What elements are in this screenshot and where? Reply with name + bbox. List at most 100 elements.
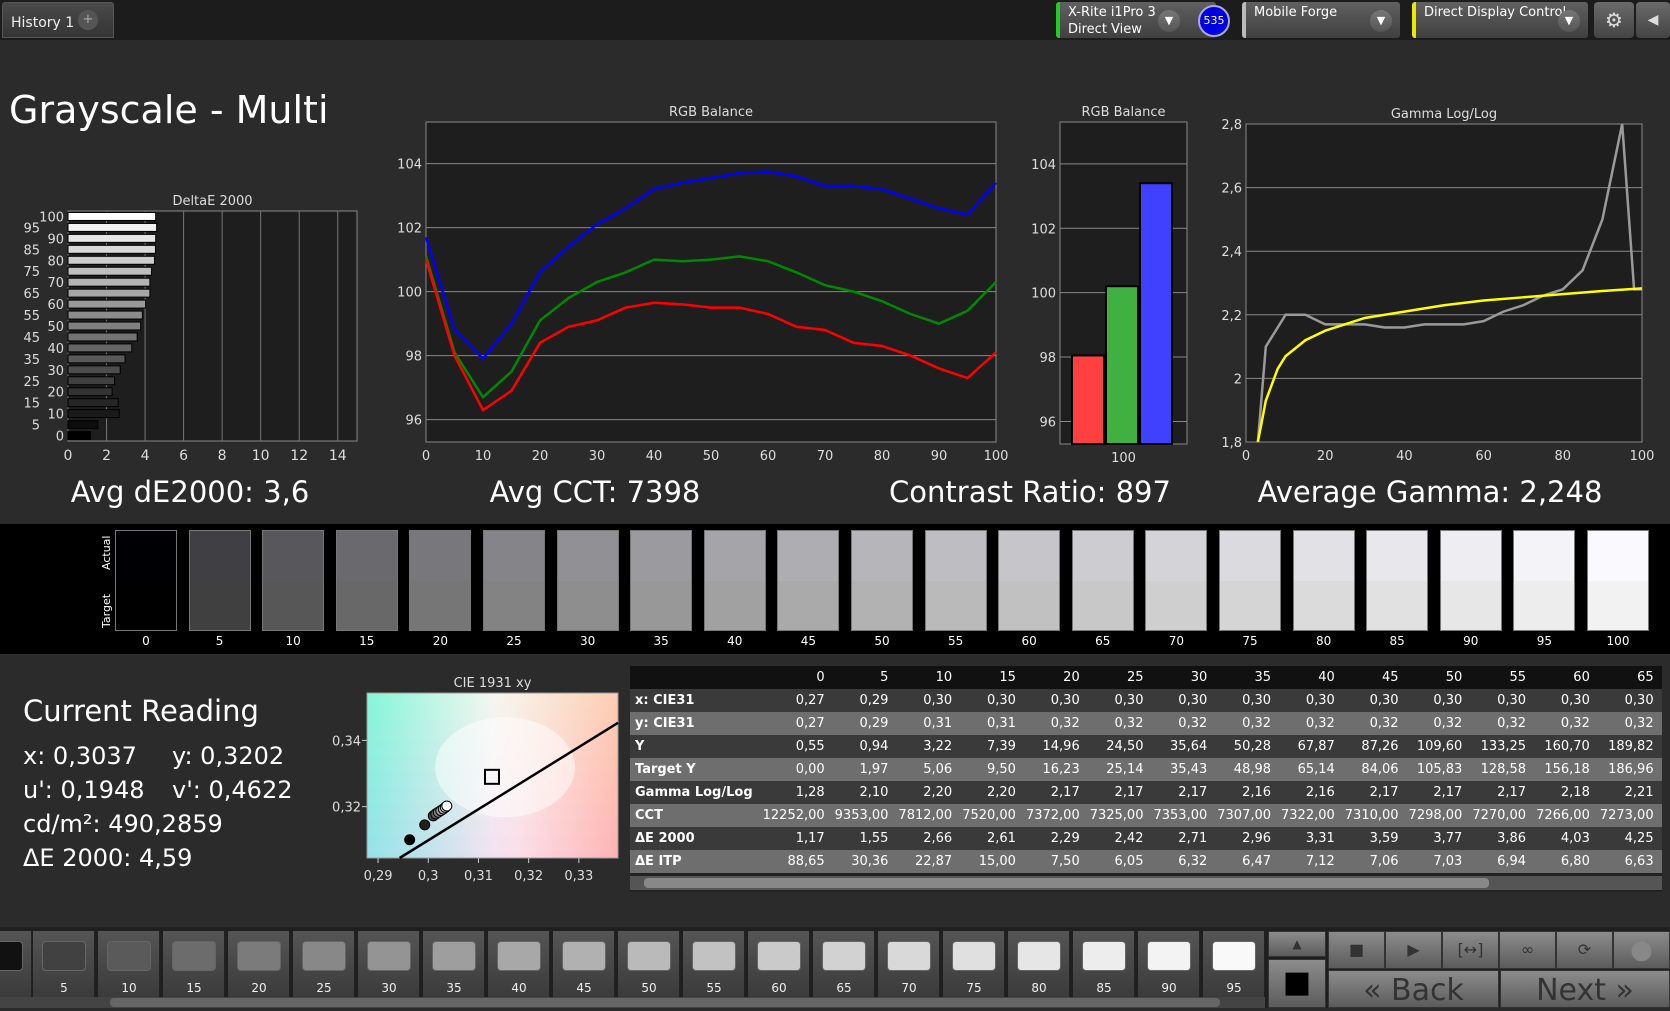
swatch-label: 65 <box>1095 634 1111 648</box>
swatch <box>115 530 177 631</box>
patch-button[interactable]: 60 <box>748 931 810 999</box>
patch-button[interactable]: 25 <box>293 931 355 999</box>
rgb-bar <box>1105 285 1139 445</box>
table-cell: 3,77 <box>1403 827 1468 850</box>
scrollbar-thumb[interactable] <box>110 998 1220 1007</box>
series-line <box>424 259 997 412</box>
table-cell: 48,98 <box>1212 758 1277 781</box>
swatch <box>483 530 545 631</box>
rgb-bar <box>1139 182 1173 445</box>
swatch-actual <box>1072 531 1133 581</box>
swatch-actual <box>631 531 692 581</box>
meter-badge[interactable]: 535 <box>1198 5 1230 37</box>
x-tick-label: 20 <box>532 449 549 464</box>
table-row: Gamma Log/Log 1,28 2,10 2,20 2,20 2,17 2,17 2,1… <box>630 781 1662 804</box>
y-tick-label: 40 <box>47 342 64 357</box>
table-cell: 0,30 <box>1212 689 1277 712</box>
fit-button[interactable]: [↔] <box>1442 931 1499 969</box>
refresh-button[interactable]: ⟳ <box>1556 931 1613 969</box>
table-cell: 0,29 <box>829 689 894 712</box>
play-button[interactable]: ▶ <box>1385 931 1442 969</box>
column-header: 25 <box>1084 666 1149 689</box>
up-button[interactable]: ▲ <box>1268 931 1326 957</box>
y-tick-label: 70 <box>47 276 64 291</box>
patch-button[interactable]: 85 <box>1073 931 1135 999</box>
swatch-actual <box>263 531 324 581</box>
next-button[interactable]: Next » <box>1500 970 1670 1008</box>
patch-button[interactable] <box>0 931 32 999</box>
patch-button[interactable]: 55 <box>683 931 745 999</box>
patch-button[interactable]: 95 <box>1203 931 1265 999</box>
row-header: CCT <box>630 804 758 827</box>
column-header: 55 <box>1467 666 1532 689</box>
meter-dropdown[interactable]: X-Rite i1Pro 3 Direct View ▼ <box>1056 2 1216 38</box>
stop-button[interactable]: ■ <box>1328 931 1385 969</box>
patch-button[interactable]: 20 <box>228 931 290 999</box>
table-cell: 0,32 <box>1658 712 1662 735</box>
patch-color <box>432 941 476 971</box>
patch-button[interactable]: 90 <box>1138 931 1200 999</box>
patch-button[interactable]: 30 <box>358 931 420 999</box>
swatch-actual <box>1367 531 1428 581</box>
y-tick-label: 15 <box>23 397 40 412</box>
patch-color <box>822 941 866 971</box>
swatch-label: 60 <box>1021 634 1037 648</box>
patch-label: 60 <box>771 981 787 995</box>
patch-scrollbar[interactable] <box>0 997 1265 1008</box>
table-cell: 0,27 <box>757 689 830 712</box>
patch-button[interactable]: 10 <box>98 931 160 999</box>
x-tick-label: 0 <box>64 448 73 464</box>
chevron-left-icon[interactable]: ◀ <box>1636 2 1670 38</box>
swatch-label: 40 <box>727 634 743 648</box>
swatch-actual <box>778 531 839 581</box>
patch-color <box>1147 941 1191 971</box>
record-icon: ● <box>1630 935 1653 965</box>
measured-point <box>441 800 453 812</box>
patch-button[interactable]: 65 <box>813 931 875 999</box>
record-button[interactable]: ● <box>1613 931 1670 969</box>
patch-label: 55 <box>706 981 722 995</box>
patch-button[interactable]: 35 <box>423 931 485 999</box>
table-cell: 0,32 <box>1339 712 1404 735</box>
table-cell: 189,82 <box>1594 735 1659 758</box>
x-tick-label: 100 <box>1111 451 1136 466</box>
swatch-actual <box>852 531 912 581</box>
swatch-label: 10 <box>285 634 301 648</box>
control-dropdown[interactable]: Direct Display Control ▼ <box>1412 2 1588 38</box>
table-cell: 7,50 <box>1020 850 1085 873</box>
stop-measure-button[interactable]: ■ <box>1268 959 1326 1008</box>
reading-delta-e: ΔE 2000: 4,59 <box>23 844 193 872</box>
table-cell: 0,30 <box>1594 689 1659 712</box>
patch-button[interactable]: 75 <box>943 931 1005 999</box>
swatch-actual <box>189 531 250 581</box>
table-scrollbar[interactable] <box>630 876 1662 890</box>
patch-button[interactable]: 45 <box>553 931 615 999</box>
patch-button[interactable]: 15 <box>163 931 225 999</box>
patch-label: 10 <box>121 981 137 995</box>
scrollbar-thumb[interactable] <box>644 878 1489 888</box>
patch-color <box>692 941 736 971</box>
swatch <box>1513 530 1576 631</box>
swatch-label: 5 <box>215 634 224 648</box>
delta-e-bar <box>67 266 152 276</box>
patch-button[interactable]: 5 <box>33 931 95 999</box>
add-tab-button[interactable]: + <box>78 10 98 30</box>
patch-label: 30 <box>381 981 397 995</box>
back-button[interactable]: « Back <box>1328 970 1499 1008</box>
delta-e-bar <box>67 398 119 408</box>
patch-button[interactable]: 70 <box>878 931 940 999</box>
table-cell: 219,97 <box>1658 735 1662 758</box>
patch-button[interactable]: 40 <box>488 931 550 999</box>
y-tick-label: 0 <box>56 430 64 445</box>
reading-luminance: cd/m²: 490,2859 <box>23 810 223 838</box>
loop-button[interactable]: ∞ <box>1499 931 1556 969</box>
table-cell: 7372,00 <box>1020 804 1085 827</box>
gear-icon[interactable]: ⚙ <box>1594 2 1634 38</box>
table-cell: 7520,00 <box>957 804 1021 827</box>
patch-button[interactable]: 80 <box>1008 931 1070 999</box>
series-line <box>1256 123 1642 443</box>
profile-dropdown[interactable]: Mobile Forge ▼ <box>1242 2 1400 38</box>
delta-e-bar <box>67 212 157 221</box>
patch-button[interactable]: 50 <box>618 931 680 999</box>
column-header: 40 <box>1276 666 1340 689</box>
